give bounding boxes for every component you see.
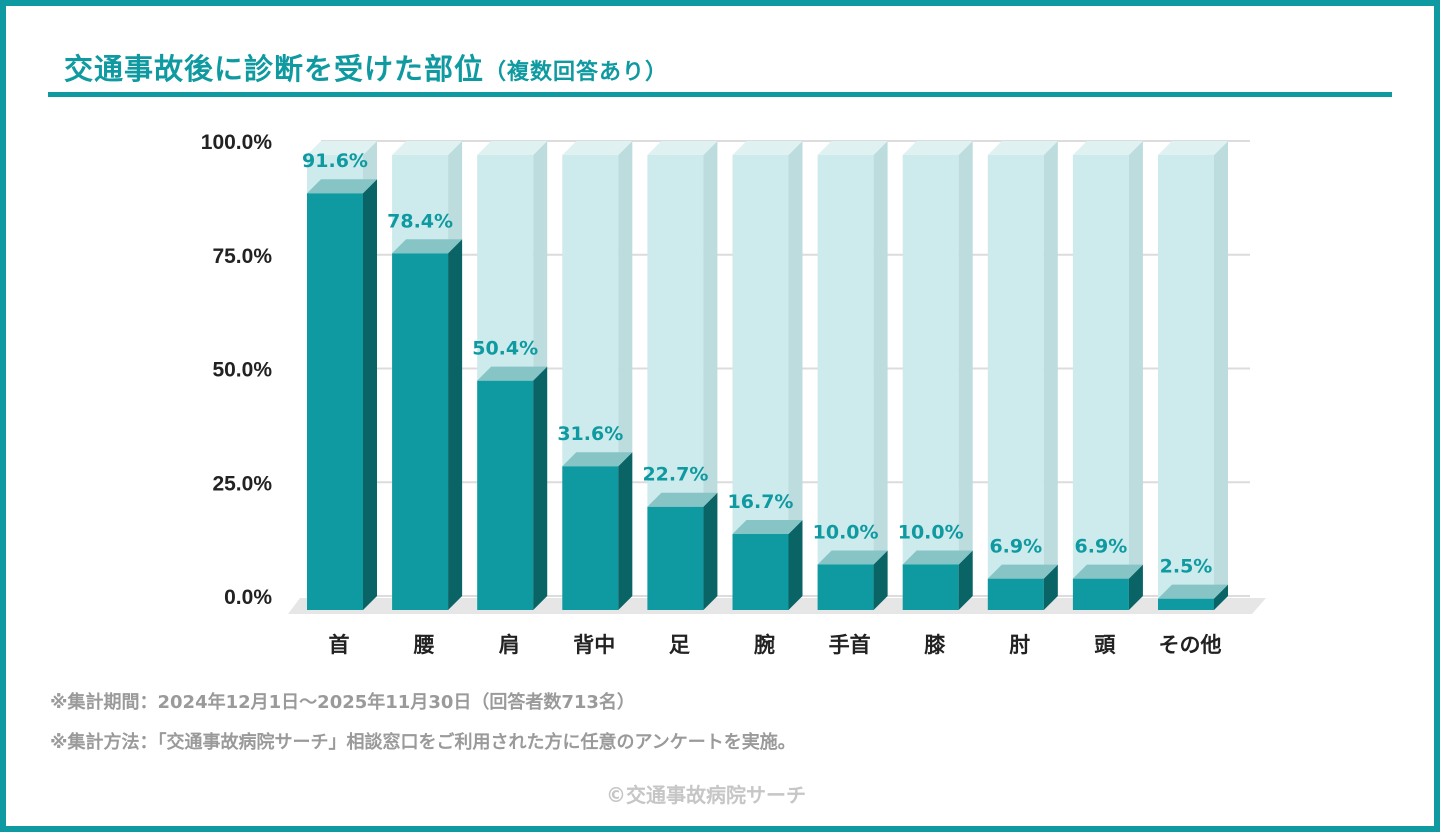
bar-side — [1214, 584, 1228, 610]
background-column-side — [958, 141, 973, 610]
background-column-top — [307, 141, 377, 155]
x-tick-label: 首 — [329, 633, 350, 657]
x-tick-label: 腕 — [754, 633, 775, 657]
bar-side — [873, 550, 888, 610]
background-column — [1158, 155, 1214, 610]
y-tick-label: 50.0% — [212, 359, 272, 382]
bar-top — [477, 366, 548, 381]
bar — [902, 564, 959, 610]
background-column-side — [873, 141, 888, 610]
data-label: 16.7% — [728, 491, 794, 513]
bar-top — [732, 520, 803, 535]
bar-top — [817, 550, 888, 565]
data-label: 6.9% — [1075, 536, 1128, 558]
background-column-top — [1158, 141, 1228, 155]
bar-side — [788, 520, 803, 610]
data-label: 2.5% — [1160, 556, 1213, 578]
bar — [392, 253, 449, 610]
bar-side — [618, 452, 633, 610]
bar-side — [533, 366, 548, 610]
x-tick-label: 腰 — [413, 633, 435, 657]
data-label: 10.0% — [898, 522, 964, 544]
bar — [307, 193, 363, 610]
x-tick-label: 頭 — [1094, 633, 1116, 657]
background-column-top — [817, 141, 888, 155]
background-column-side — [1043, 141, 1058, 610]
title-rule — [48, 92, 1392, 97]
background-column — [817, 155, 874, 610]
bar-top — [987, 564, 1058, 579]
y-tick-label: 25.0% — [212, 472, 272, 495]
background-column — [902, 155, 959, 610]
x-tick-label: その他 — [1159, 633, 1222, 657]
note-period: ※集計期間：2024年12月1日～2025年11月30日（回答者数713名） — [50, 692, 635, 713]
background-column — [1072, 155, 1129, 610]
x-tick-label: 肩 — [499, 633, 520, 657]
bar-top — [1072, 564, 1143, 579]
data-label: 91.6% — [302, 150, 368, 172]
bar — [1072, 578, 1129, 610]
data-label: 31.6% — [557, 423, 623, 445]
title-text: 交通事故後に診断を受けた部位 — [64, 52, 485, 86]
y-tick-label: 0.0% — [224, 586, 272, 609]
y-tick-label: 75.0% — [212, 245, 272, 268]
background-column-top — [647, 141, 718, 155]
bar-side — [363, 179, 377, 610]
bar-top — [1158, 584, 1228, 599]
x-tick-label: 膝 — [924, 633, 946, 657]
background-column-top — [732, 141, 803, 155]
x-tick-label: 肘 — [1009, 633, 1030, 657]
bar-top — [562, 452, 633, 467]
data-label: 50.4% — [472, 338, 538, 360]
background-column-top — [562, 141, 633, 155]
bar-side — [1128, 564, 1143, 610]
y-tick-label: 100.0% — [201, 131, 273, 154]
background-column-top — [477, 141, 548, 155]
data-label: 10.0% — [813, 522, 879, 544]
background-column-top — [1072, 141, 1143, 155]
background-column — [987, 155, 1044, 610]
background-column-side — [1128, 141, 1143, 610]
bar-side — [448, 239, 463, 610]
bar-top — [647, 492, 718, 507]
bar-side — [1043, 564, 1058, 610]
bar — [477, 380, 534, 610]
bar-side — [703, 492, 718, 610]
background-column-side — [1214, 141, 1228, 610]
background-column-side — [788, 141, 803, 610]
bar-chart: 0.0% 25.0% 50.0% 75.0% 100.0% 91.6% 首 78.4% 腰 50.… — [201, 131, 1266, 657]
x-tick-label: 手首 — [829, 633, 871, 657]
bar-side — [958, 550, 973, 610]
note-method: ※集計方法：「交通事故病院サーチ」相談窓口をご利用された方に任意のアンケートを実… — [50, 732, 796, 753]
bar — [647, 506, 704, 610]
data-label: 22.7% — [642, 464, 708, 486]
title-note: （複数回答あり） — [484, 60, 669, 85]
background-column-top — [987, 141, 1058, 155]
credit-logo: ©交通事故病院サーチ — [606, 783, 806, 807]
bar-top — [307, 179, 377, 194]
chart-title: 交通事故後に診断を受けた部位（複数回答あり） — [64, 46, 668, 88]
bar — [987, 578, 1044, 610]
bar — [562, 466, 619, 610]
bar — [732, 534, 789, 610]
bar-top — [902, 550, 973, 565]
background-column-top — [902, 141, 973, 155]
x-tick-label: 足 — [669, 633, 690, 657]
data-label: 78.4% — [387, 210, 453, 232]
bar — [817, 564, 874, 610]
x-tick-label: 背中 — [573, 633, 615, 657]
data-label: 6.9% — [989, 536, 1042, 558]
background-column-top — [392, 141, 463, 155]
bar — [1158, 598, 1214, 610]
bar-top — [392, 239, 463, 254]
